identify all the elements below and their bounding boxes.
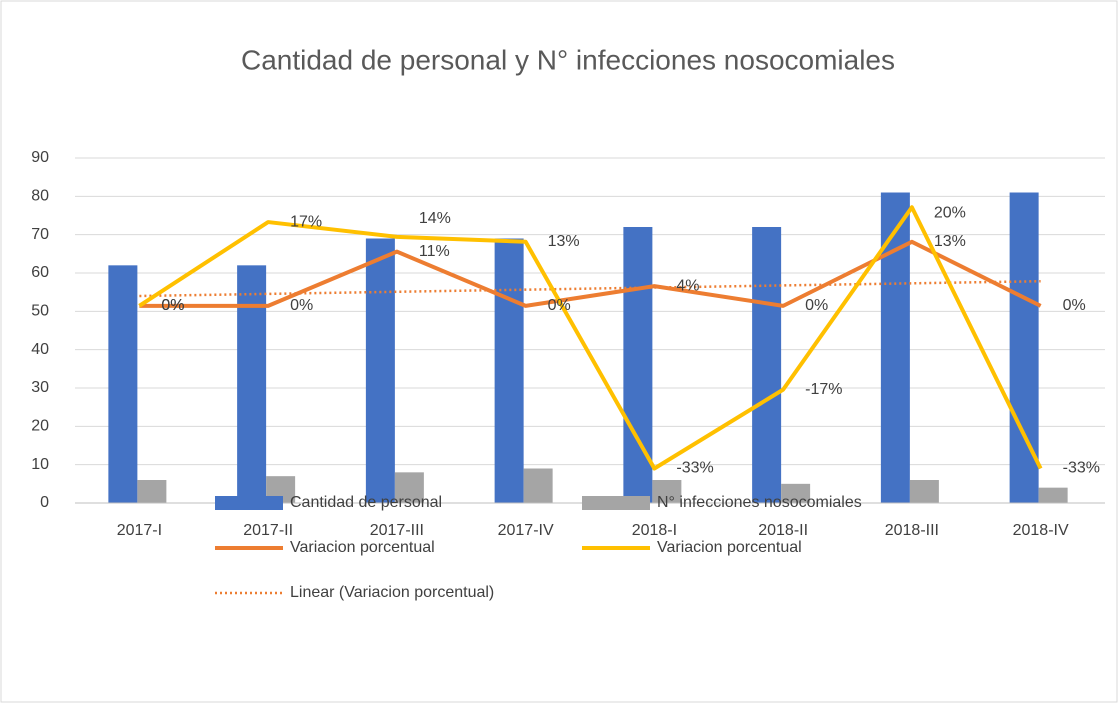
x-tick-label: 2018-IV bbox=[1013, 522, 1069, 539]
bar bbox=[108, 265, 138, 503]
data-label: 17% bbox=[290, 213, 322, 230]
data-label: 0% bbox=[161, 297, 184, 314]
data-label: 0% bbox=[161, 297, 184, 314]
bar bbox=[137, 480, 167, 503]
bar bbox=[523, 468, 553, 503]
bar bbox=[781, 483, 811, 503]
data-label: 14% bbox=[419, 210, 451, 227]
bar bbox=[623, 227, 653, 503]
x-tick-label: 2017-III bbox=[370, 522, 424, 539]
data-label: 20% bbox=[934, 205, 966, 222]
y-tick-label: 90 bbox=[31, 149, 49, 166]
line bbox=[138, 205, 1043, 471]
data-label: 0% bbox=[548, 297, 571, 314]
y-tick-label: 10 bbox=[31, 456, 49, 473]
legend-label: Linear (Variacion porcentual) bbox=[290, 584, 494, 601]
x-tick-label: 2018-I bbox=[632, 522, 677, 539]
bar bbox=[752, 227, 782, 503]
legend-swatch bbox=[582, 496, 650, 510]
x-tick-label: 2017-I bbox=[117, 522, 162, 539]
bar bbox=[365, 238, 395, 503]
bar bbox=[652, 480, 682, 503]
line bbox=[139, 239, 1042, 308]
bar bbox=[1038, 487, 1068, 503]
y-tick-label: 70 bbox=[31, 226, 49, 243]
data-label: 0% bbox=[1063, 297, 1086, 314]
data-label: -17% bbox=[805, 381, 842, 398]
bar bbox=[394, 472, 424, 503]
bar bbox=[880, 192, 910, 503]
data-label: 0% bbox=[805, 297, 828, 314]
data-label: 4% bbox=[676, 277, 699, 294]
y-tick-label: 20 bbox=[31, 418, 49, 435]
data-label: 13% bbox=[934, 233, 966, 250]
data-label: -33% bbox=[1063, 460, 1100, 477]
x-tick-label: 2017-II bbox=[243, 522, 293, 539]
data-label: 0% bbox=[290, 297, 313, 314]
bar bbox=[909, 480, 939, 503]
y-tick-label: 30 bbox=[31, 379, 49, 396]
x-tick-label: 2018-III bbox=[885, 522, 939, 539]
legend-label: Variacion porcentual bbox=[290, 539, 435, 556]
legend-label: Cantidad de personal bbox=[290, 494, 442, 511]
x-tick-label: 2018-II bbox=[758, 522, 808, 539]
data-label: -33% bbox=[676, 460, 713, 477]
y-tick-label: 80 bbox=[31, 188, 49, 205]
data-label: 13% bbox=[548, 233, 580, 250]
y-tick-label: 40 bbox=[31, 341, 49, 358]
bar bbox=[237, 265, 267, 503]
bar bbox=[494, 238, 524, 503]
data-label: 11% bbox=[419, 243, 450, 260]
legend-label: Variacion porcentual bbox=[657, 539, 802, 556]
y-tick-label: 50 bbox=[31, 303, 49, 320]
legend-swatch bbox=[215, 496, 283, 510]
y-tick-label: 60 bbox=[31, 264, 49, 281]
legend-label: N° infecciones nosocomiales bbox=[657, 494, 862, 511]
x-tick-label: 2017-IV bbox=[498, 522, 554, 539]
y-tick-label: 0 bbox=[40, 494, 49, 511]
chart-title: Cantidad de personal y N° infecciones no… bbox=[241, 44, 895, 75]
trendline bbox=[139, 279, 1041, 298]
